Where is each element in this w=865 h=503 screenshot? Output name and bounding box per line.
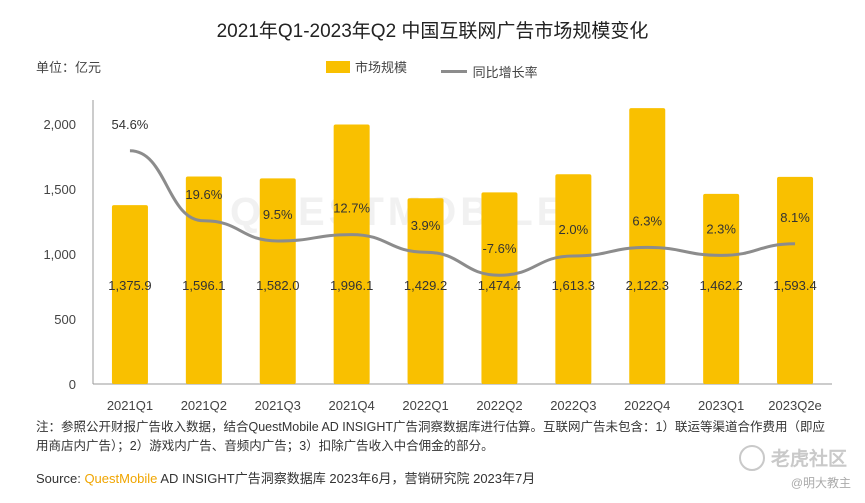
growth-rate-label: 8.1% [780, 210, 810, 225]
source-prefix: Source: [36, 471, 81, 486]
chart-canvas: 0 500 1,000 1,500 2,000 2021Q1 2021Q2 2021Q3 202… [43, 100, 832, 413]
bar [185, 176, 222, 384]
bar-value-label: 1,996.1 [330, 278, 373, 293]
legend-item-line: 同比增长率 [440, 62, 538, 81]
legend-item-bar: 市场规模 [326, 57, 407, 76]
bar-value-label: 1,596.1 [182, 278, 225, 293]
bar-value-label: 1,582.0 [256, 278, 299, 293]
growth-rate-label: 9.5% [263, 207, 293, 222]
footnote: 注：参照公开财报广告收入数据，结合QuestMobile AD INSIGHT广… [36, 420, 825, 453]
x-tick-label: 2022Q3 [550, 398, 596, 413]
growth-rate-label: 2.0% [559, 222, 589, 237]
legend-bar-swatch [326, 60, 350, 73]
bar [777, 176, 814, 384]
growth-rate-label: -7.6% [482, 241, 516, 256]
growth-rate-label: 54.6% [112, 117, 149, 132]
legend-bar-label: 市场规模 [355, 60, 408, 75]
legend-line-swatch [440, 69, 467, 73]
bar-value-label: 1,474.4 [478, 278, 521, 293]
y-tick-label: 0 [69, 377, 76, 392]
bar-value-label: 1,613.3 [552, 278, 595, 293]
bar-value-label: 2,122.3 [626, 278, 669, 293]
x-tick-label: 2022Q2 [476, 398, 522, 413]
bar [111, 205, 148, 384]
y-tick-label: 1,500 [43, 182, 76, 197]
x-tick-label: 2021Q1 [107, 398, 153, 413]
source-text: AD INSIGHT广告洞察数据库 2023年6月，营销研究院 2023年7月 [160, 471, 536, 486]
watermark-logo-text: 老虎社区 [770, 449, 847, 470]
bar [555, 174, 592, 384]
bar-value-label: 1,429.2 [404, 278, 447, 293]
x-tick-label: 2022Q4 [624, 398, 670, 413]
unit-label: 单位：亿元 [36, 60, 102, 75]
watermark-user: @明大教主 [790, 476, 851, 490]
x-tick-label: 2021Q2 [181, 398, 227, 413]
y-tick-label: 500 [54, 312, 76, 327]
bar-value-label: 1,593.4 [773, 278, 816, 293]
x-tick-label: 2023Q1 [698, 398, 744, 413]
bar [703, 193, 740, 384]
growth-rate-line [129, 149, 796, 277]
growth-rate-label: 19.6% [185, 187, 222, 202]
growth-rate-label: 6.3% [632, 213, 662, 228]
source-line: Source: QuestMobile AD INSIGHT广告洞察数据库 20… [36, 468, 535, 487]
growth-rate-label: 12.7% [333, 201, 370, 216]
x-tick-label: 2021Q4 [329, 398, 375, 413]
bar-value-label: 1,375.9 [108, 278, 151, 293]
legend-line-label: 同比增长率 [472, 64, 538, 80]
source-brand: QuestMobile [84, 471, 158, 486]
tiger-logo-icon [738, 444, 765, 471]
chart-title: 2021年Q1-2023年Q2 中国互联网广告市场规模变化 [216, 21, 649, 42]
watermark-logo: 老虎社区 [738, 444, 847, 471]
y-tick-label: 1,000 [43, 247, 76, 262]
x-tick-label: 2021Q3 [255, 398, 301, 413]
bar [333, 124, 370, 384]
bar [259, 178, 296, 384]
bar [481, 192, 518, 384]
bar [407, 198, 444, 384]
x-tick-label: 2023Q2e [768, 398, 822, 413]
bar-value-label: 1,462.2 [699, 278, 742, 293]
growth-rate-label: 2.3% [706, 221, 736, 236]
growth-rate-label: 3.9% [411, 218, 441, 233]
y-tick-label: 2,000 [43, 117, 76, 132]
legend: 市场规模 同比增长率 [326, 57, 568, 81]
x-tick-label: 2022Q1 [402, 398, 448, 413]
